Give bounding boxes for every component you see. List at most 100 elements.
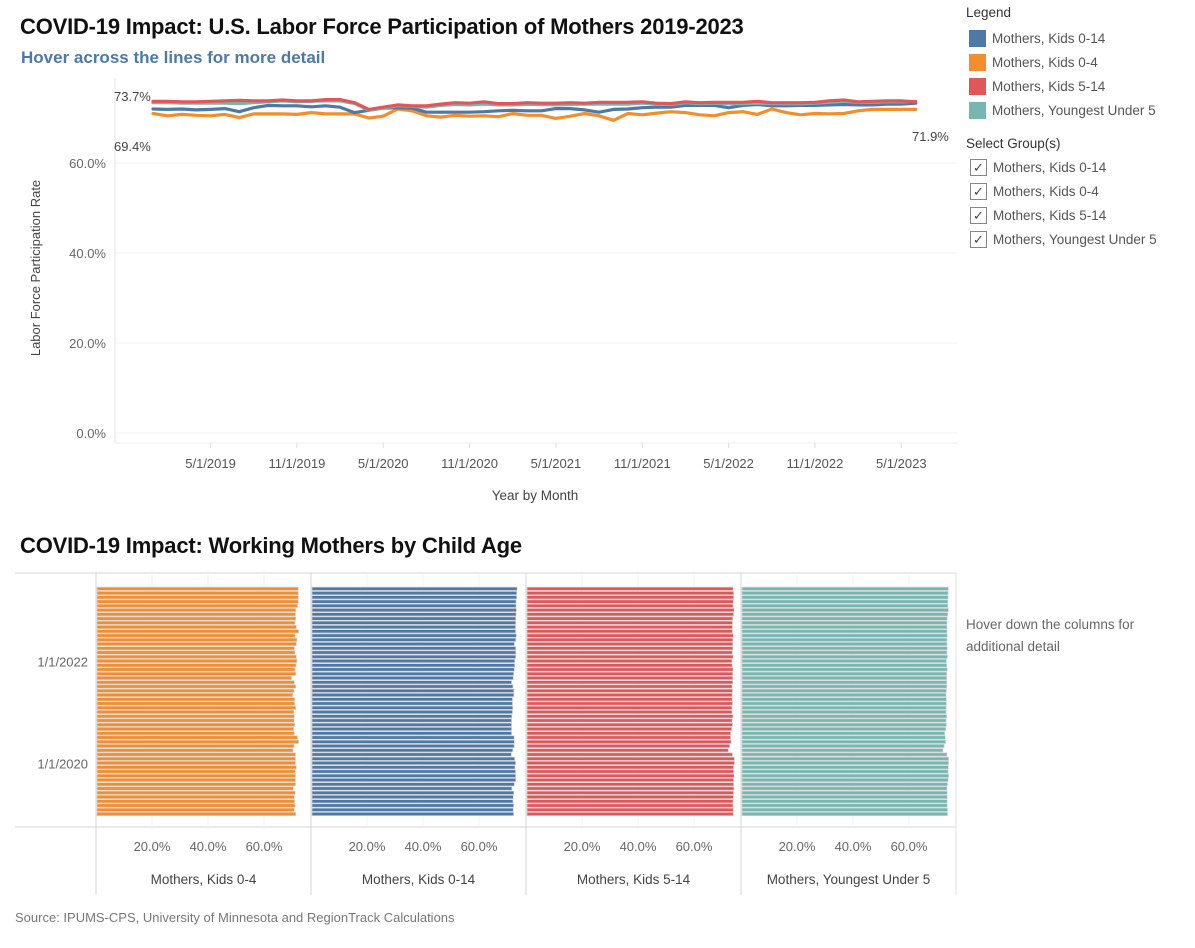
bar[interactable] xyxy=(741,680,948,685)
bar[interactable] xyxy=(311,663,516,668)
checkbox-checked-icon[interactable]: ✓ xyxy=(970,182,987,200)
bar[interactable] xyxy=(311,599,517,604)
series-line-mothers-kids-0-4[interactable] xyxy=(151,107,918,122)
bar[interactable] xyxy=(311,595,518,600)
bar[interactable] xyxy=(741,769,949,774)
bar[interactable] xyxy=(311,722,512,727)
bar[interactable] xyxy=(526,586,734,591)
bar[interactable] xyxy=(741,794,948,800)
bar[interactable] xyxy=(96,675,292,681)
bar[interactable] xyxy=(526,765,734,770)
bar[interactable] xyxy=(741,811,948,817)
bar[interactable] xyxy=(311,637,517,642)
bar[interactable] xyxy=(311,629,516,634)
bar[interactable] xyxy=(741,782,948,787)
bar[interactable] xyxy=(741,701,947,706)
bar[interactable] xyxy=(741,799,948,804)
bar[interactable] xyxy=(311,688,515,693)
bar[interactable] xyxy=(311,675,514,681)
bar[interactable] xyxy=(96,641,297,647)
bar[interactable] xyxy=(96,799,296,804)
bar[interactable] xyxy=(96,782,296,787)
bar[interactable] xyxy=(96,794,295,800)
bar[interactable] xyxy=(526,760,735,766)
bar[interactable] xyxy=(311,650,517,655)
bar[interactable] xyxy=(741,616,948,621)
bar[interactable] xyxy=(96,760,296,766)
bar[interactable] xyxy=(741,777,949,783)
filter-option-kids-5-14[interactable]: ✓ Mothers, Kids 5-14 xyxy=(966,203,1157,227)
bar[interactable] xyxy=(741,667,948,672)
bar[interactable] xyxy=(311,760,516,766)
bar[interactable] xyxy=(96,671,297,676)
bar[interactable] xyxy=(741,684,948,689)
bar[interactable] xyxy=(741,709,947,715)
bar[interactable] xyxy=(526,591,734,596)
bar[interactable] xyxy=(741,620,948,625)
bar[interactable] xyxy=(741,773,949,778)
bar[interactable] xyxy=(96,743,295,749)
bar[interactable] xyxy=(741,688,947,693)
bar[interactable] xyxy=(526,731,731,736)
bar[interactable] xyxy=(96,773,296,778)
bar[interactable] xyxy=(96,603,298,608)
bar[interactable] xyxy=(311,692,515,698)
bar[interactable] xyxy=(96,650,296,655)
bar[interactable] xyxy=(96,739,299,744)
bar[interactable] xyxy=(96,625,297,630)
bar[interactable] xyxy=(741,790,948,795)
line-chart[interactable]: 0.0% 20.0% 40.0% 60.0% 5/1/2019 11/1/2019 5/1… xyxy=(0,0,960,510)
bar[interactable] xyxy=(526,748,729,753)
bar[interactable] xyxy=(526,782,734,787)
bar[interactable] xyxy=(311,794,514,800)
bar[interactable] xyxy=(96,731,295,736)
bar[interactable] xyxy=(741,722,947,727)
bar[interactable] xyxy=(741,646,948,651)
bar[interactable] xyxy=(96,701,296,706)
bar[interactable] xyxy=(741,714,948,719)
bar[interactable] xyxy=(96,692,294,698)
bar[interactable] xyxy=(96,688,295,693)
bar[interactable] xyxy=(96,608,297,613)
bar[interactable] xyxy=(311,782,515,787)
bar[interactable] xyxy=(741,633,948,638)
bar[interactable] xyxy=(311,769,516,774)
bar[interactable] xyxy=(96,599,299,604)
bar-chart[interactable]: 1/1/2020 1/1/2022 20.0% 40.0% 60.0% Mothers, … xyxy=(0,570,960,900)
bar[interactable] xyxy=(311,633,517,638)
bar[interactable] xyxy=(741,591,949,596)
legend-item[interactable]: Mothers, Kids 5-14 xyxy=(966,74,1157,98)
bar[interactable] xyxy=(96,807,295,812)
bar[interactable] xyxy=(311,765,516,770)
bar[interactable] xyxy=(311,709,513,715)
bar[interactable] xyxy=(311,777,517,783)
bar[interactable] xyxy=(96,709,295,715)
bar[interactable] xyxy=(311,731,512,736)
bar[interactable] xyxy=(311,667,515,672)
bar[interactable] xyxy=(311,658,516,664)
bar[interactable] xyxy=(311,608,517,613)
series-line-mothers-kids-5-14[interactable] xyxy=(151,97,918,112)
bar[interactable] xyxy=(526,794,734,800)
bar[interactable] xyxy=(526,620,733,625)
legend-item[interactable]: Mothers, Kids 0-14 xyxy=(966,26,1157,50)
bar[interactable] xyxy=(741,650,948,655)
bar[interactable] xyxy=(741,739,946,744)
bar[interactable] xyxy=(311,799,514,804)
bar[interactable] xyxy=(526,709,733,715)
bar[interactable] xyxy=(96,786,294,791)
bar[interactable] xyxy=(526,718,733,723)
bar[interactable] xyxy=(741,760,949,766)
bar[interactable] xyxy=(741,705,947,710)
bar[interactable] xyxy=(526,603,734,608)
bar[interactable] xyxy=(526,705,733,710)
bar[interactable] xyxy=(741,654,948,659)
bar[interactable] xyxy=(96,616,297,621)
bar[interactable] xyxy=(96,752,296,757)
bar[interactable] xyxy=(96,667,296,672)
filter-option-youngest-under-5[interactable]: ✓ Mothers, Youngest Under 5 xyxy=(966,227,1157,251)
bar[interactable] xyxy=(526,658,733,664)
bar[interactable] xyxy=(741,803,948,808)
bar[interactable] xyxy=(741,612,949,617)
bar[interactable] xyxy=(526,735,731,740)
